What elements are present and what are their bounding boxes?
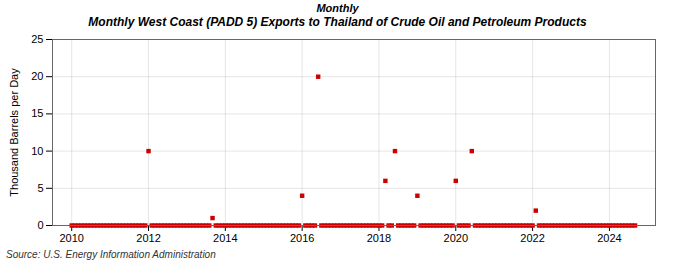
- html-text:Monthly West Coast (PADD 5) Ex: Monthly West Coast (PADD 5) Exports to T…: [88, 15, 587, 29]
- svg-text:20: 20: [31, 70, 43, 82]
- svg-text:Thousand Barrels per Day: Thousand Barrels per Day: [8, 68, 20, 197]
- svg-text:2016: 2016: [290, 232, 314, 244]
- svg-text:5: 5: [37, 182, 43, 194]
- svg-text:2010: 2010: [59, 232, 83, 244]
- svg-text:25: 25: [31, 33, 43, 45]
- svg-text:10: 10: [31, 145, 43, 157]
- svg-text:15: 15: [31, 107, 43, 119]
- svg-text:2024: 2024: [597, 232, 621, 244]
- svg-text:2020: 2020: [444, 232, 468, 244]
- svg-text:2014: 2014: [213, 232, 237, 244]
- svg-text:2012: 2012: [136, 232, 160, 244]
- html-text:Source: U.S. Energy Informatio: Source: U.S. Energy Information Administ…: [6, 249, 216, 260]
- html-text:Monthly: Monthly: [316, 2, 359, 14]
- svg-text:2018: 2018: [367, 232, 391, 244]
- svg-text:2022: 2022: [520, 232, 544, 244]
- svg-text:0: 0: [37, 219, 43, 231]
